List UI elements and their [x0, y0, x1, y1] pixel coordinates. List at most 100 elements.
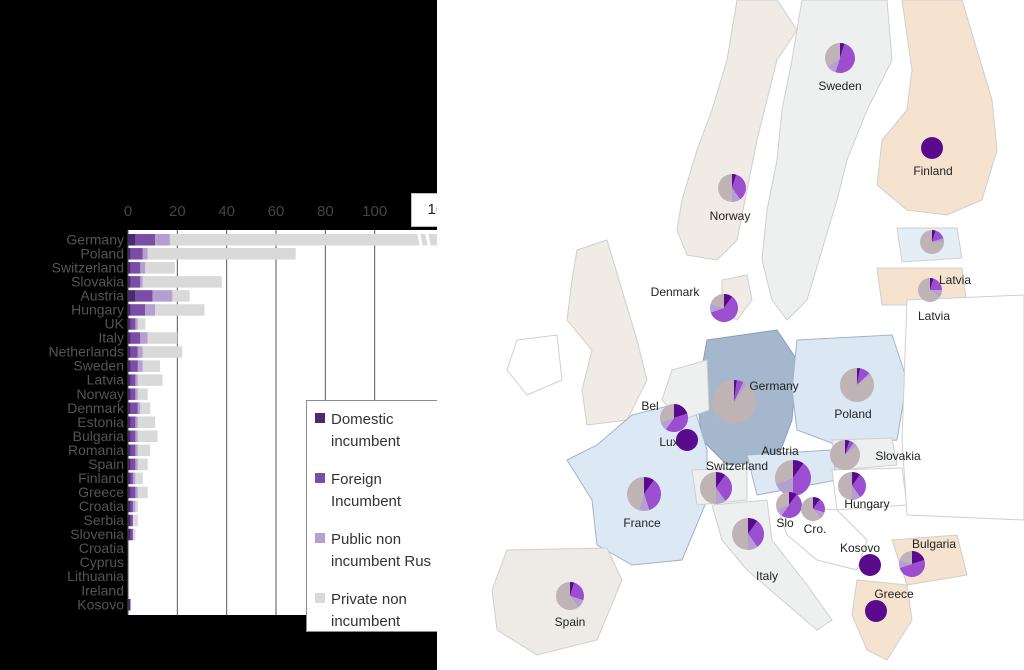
bar-segment — [152, 290, 173, 302]
country-ireland — [506, 334, 563, 396]
bar-segment — [135, 290, 153, 302]
country-label: Greece — [874, 587, 914, 601]
x-tick-label: 40 — [218, 203, 235, 220]
bar-segment — [155, 234, 170, 246]
bar-segment — [128, 514, 131, 527]
pie-slice — [716, 472, 726, 488]
country-label: Finland — [913, 164, 952, 178]
y-tick-label: Kosovo — [77, 596, 124, 612]
bar-segment — [130, 360, 138, 372]
legend-label: Private non incumbent — [331, 591, 407, 630]
bar-segment — [135, 500, 138, 513]
pie-marker — [775, 460, 811, 497]
y-tick-label: Denmark — [67, 400, 125, 416]
pie-marker — [840, 368, 874, 402]
y-tick-label: Croatia — [79, 498, 124, 514]
pie-slice — [852, 486, 861, 500]
pie-slice — [732, 174, 737, 188]
pie-slice — [813, 497, 821, 509]
bar-segment — [128, 444, 131, 457]
pie-marker — [918, 278, 942, 302]
bar-segment — [130, 458, 136, 471]
map-country-labels: Sweden Norway Finland Denmark Latvia Latvia Ge… — [555, 79, 972, 629]
pie-marker — [718, 174, 746, 202]
country-label: Bel — [641, 399, 658, 413]
country-label: Cro. — [804, 522, 827, 536]
country-label: Germany — [749, 379, 798, 393]
y-tick-label: UK — [105, 316, 125, 332]
y-tick-label: Switzerland — [52, 259, 124, 275]
pie-marker — [660, 404, 688, 432]
country-label: Slovakia — [875, 449, 921, 463]
bar-segment — [140, 276, 143, 288]
bar-segment — [135, 374, 138, 386]
bar-segment — [128, 528, 131, 541]
bar-segment — [142, 276, 222, 288]
pie-marker — [830, 440, 860, 470]
pie-slice — [718, 174, 732, 202]
y-tick-label: Greece — [78, 484, 124, 500]
y-tick-label: Italy — [98, 330, 124, 346]
pie-slice — [840, 43, 845, 58]
pie-slice — [660, 418, 674, 430]
country-label: Slo — [776, 516, 794, 530]
pie-slice — [644, 477, 654, 494]
bar-segment — [130, 374, 136, 386]
pie-slice — [732, 518, 748, 550]
bar-segment — [132, 514, 138, 527]
country-label: Hungary — [844, 497, 889, 511]
bar-segment — [145, 304, 156, 316]
y-tick-label: Spain — [88, 456, 124, 472]
map-svg: Sweden Norway Finland Denmark Latvia Latvia Ge… — [437, 0, 1024, 670]
y-tick-label: Slovakia — [71, 273, 124, 289]
y-tick-label: Finland — [78, 470, 124, 486]
pie-slice — [857, 368, 861, 385]
pie-slice — [627, 477, 644, 511]
country-eastern — [901, 294, 1024, 521]
pie-marker — [921, 137, 943, 159]
bar-segment — [132, 528, 136, 541]
bar-segment — [140, 402, 151, 414]
country-finland — [876, 0, 998, 216]
bar-segment — [128, 318, 131, 330]
bar-segment — [128, 430, 131, 443]
bar-segment — [142, 360, 161, 372]
y-tick-label: Estonia — [77, 414, 124, 430]
pie-marker — [700, 472, 732, 504]
bar-segment — [128, 290, 136, 302]
pie-slice — [776, 505, 789, 516]
bar-segment — [155, 304, 205, 316]
bar-segment — [137, 388, 148, 400]
europe-map: Sweden Norway Finland Denmark Latvia Latvia Ge… — [437, 0, 1024, 670]
country-label: Norway — [710, 209, 751, 223]
bar-segment — [130, 276, 141, 288]
y-tick-label: Germany — [66, 231, 124, 247]
map-pie-markers — [556, 43, 944, 622]
pie-slice — [930, 278, 942, 290]
pie-slice — [912, 551, 925, 564]
y-tick-label: Poland — [80, 245, 124, 261]
bar-segment — [135, 416, 138, 428]
pie-slice — [852, 472, 861, 486]
y-tick-label: Sweden — [73, 358, 124, 374]
bar-segment — [135, 234, 156, 246]
bar-segment — [135, 486, 138, 499]
bar-segment — [130, 332, 141, 344]
bar-segment — [130, 248, 143, 260]
y-tick-label: Norway — [77, 386, 124, 402]
pie-slice — [921, 137, 943, 159]
bar-segment — [142, 346, 183, 358]
bar-segment — [128, 388, 131, 400]
pie-slice — [638, 494, 650, 511]
pie-marker — [859, 554, 881, 576]
pie-slice — [781, 494, 802, 518]
bar-segment — [128, 360, 131, 372]
x-tick-label: 80 — [317, 203, 334, 220]
bar-segment — [137, 458, 148, 471]
pie-slice — [660, 404, 674, 423]
pie-slice — [734, 382, 747, 402]
legend-item-private: Private non incumbent — [315, 589, 439, 633]
country-label: Latvia — [939, 273, 971, 287]
pie-slice — [852, 474, 866, 498]
pie-slice — [748, 521, 764, 547]
